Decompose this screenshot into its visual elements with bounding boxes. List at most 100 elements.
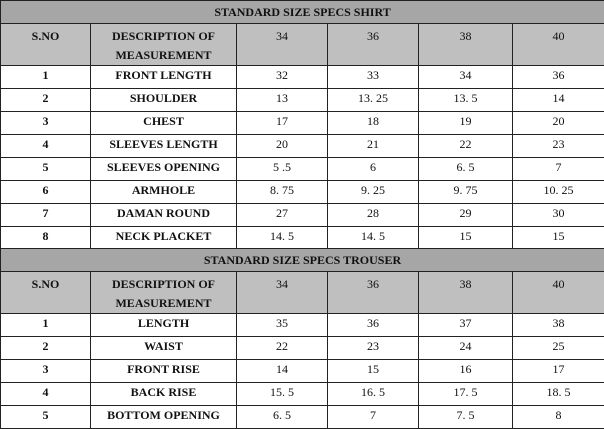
cell-value: 10. 25 [513,181,604,204]
cell-value: 16. 5 [328,383,419,406]
cell-sno: 3 [1,360,91,383]
table-title-row: STANDARD SIZE SPECS SHIRT [1,1,604,24]
cell-description: DAMAN ROUND [91,204,237,227]
table-title: STANDARD SIZE SPECS SHIRT [1,1,604,24]
cell-sno: 4 [1,383,91,406]
cell-value: 14 [237,360,328,383]
header-description: DESCRIPTION OF MEASUREMENT [91,24,237,66]
cell-sno: 2 [1,89,91,112]
cell-value: 25 [513,337,604,360]
cell-description: CHEST [91,112,237,135]
cell-sno: 1 [1,314,91,337]
cell-value: 13 [237,89,328,112]
cell-value: 16 [419,360,513,383]
cell-sno: 6 [1,181,91,204]
cell-value: 22 [419,135,513,158]
cell-value: 35 [237,314,328,337]
header-size: 34 [237,272,328,314]
header-sno: S.NO [1,272,91,314]
header-size: 40 [513,24,604,66]
cell-value: 8 [513,406,604,429]
cell-sno: 7 [1,204,91,227]
cell-sno: 4 [1,135,91,158]
cell-value: 29 [419,204,513,227]
cell-value: 18. 5 [513,383,604,406]
cell-description: SLEEVES LENGTH [91,135,237,158]
cell-sno: 8 [1,227,91,250]
cell-value: 15 [419,227,513,250]
cell-value: 17 [237,112,328,135]
cell-value: 13. 25 [328,89,419,112]
cell-description: SLEEVES OPENING [91,158,237,181]
cell-value: 17. 5 [419,383,513,406]
cell-description: NECK PLACKET [91,227,237,250]
cell-value: 22 [237,337,328,360]
cell-value: 9. 75 [419,181,513,204]
cell-value: 36 [328,314,419,337]
cell-value: 37 [419,314,513,337]
cell-value: 20 [513,112,604,135]
cell-value: 33 [328,66,419,89]
header-size: 38 [419,272,513,314]
cell-value: 18 [328,112,419,135]
cell-value: 30 [513,204,604,227]
cell-value: 15. 5 [237,383,328,406]
cell-value: 14. 5 [328,227,419,250]
cell-value: 6. 5 [419,158,513,181]
cell-description: FRONT RISE [91,360,237,383]
cell-sno: 3 [1,112,91,135]
cell-value: 5 .5 [237,158,328,181]
cell-value: 17 [513,360,604,383]
cell-value: 20 [237,135,328,158]
cell-description: BOTTOM OPENING [91,406,237,429]
cell-value: 9. 25 [328,181,419,204]
header-size: 40 [513,272,604,314]
cell-description: SHOULDER [91,89,237,112]
header-description: DESCRIPTION OF MEASUREMENT [91,272,237,314]
cell-sno: 5 [1,158,91,181]
header-size: 34 [237,24,328,66]
cell-description: ARMHOLE [91,181,237,204]
cell-value: 8. 75 [237,181,328,204]
cell-sno: 2 [1,337,91,360]
cell-value: 6. 5 [237,406,328,429]
cell-value: 27 [237,204,328,227]
header-size: 36 [328,24,419,66]
cell-value: 6 [328,158,419,181]
cell-value: 19 [419,112,513,135]
cell-value: 14 [513,89,604,112]
header-size: 36 [328,272,419,314]
cell-value: 7 [513,158,604,181]
cell-value: 34 [419,66,513,89]
header-size: 38 [419,24,513,66]
cell-value: 15 [513,227,604,250]
cell-sno: 5 [1,406,91,429]
cell-value: 15 [328,360,419,383]
cell-value: 21 [328,135,419,158]
cell-value: 28 [328,204,419,227]
cell-description: BACK RISE [91,383,237,406]
cell-value: 38 [513,314,604,337]
table-title: STANDARD SIZE SPECS TROUSER [1,249,604,272]
cell-description: LENGTH [91,314,237,337]
table-title-row: STANDARD SIZE SPECS TROUSER [1,249,604,272]
cell-value: 24 [419,337,513,360]
cell-value: 36 [513,66,604,89]
cell-sno: 1 [1,66,91,89]
cell-value: 13. 5 [419,89,513,112]
cell-value: 7 [328,406,419,429]
